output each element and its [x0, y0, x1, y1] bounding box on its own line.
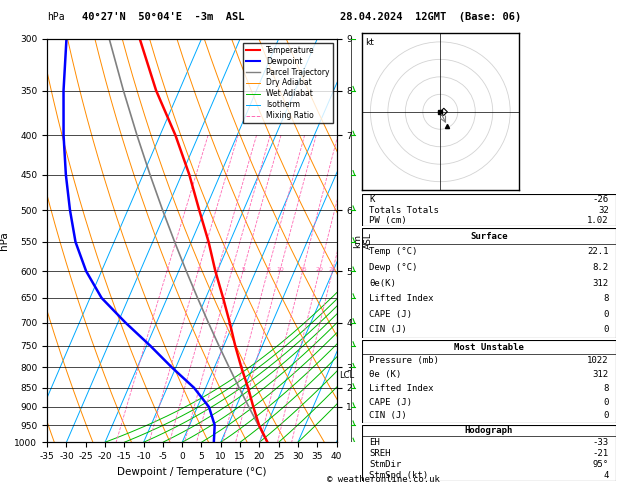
Text: 28.04.2024  12GMT  (Base: 06): 28.04.2024 12GMT (Base: 06) — [340, 12, 521, 22]
Text: 4: 4 — [603, 471, 609, 480]
Text: 2: 2 — [197, 267, 201, 272]
Text: Temp (°C): Temp (°C) — [369, 247, 418, 256]
Text: Surface: Surface — [470, 232, 508, 241]
Text: kt: kt — [365, 38, 374, 48]
Text: K: K — [369, 195, 375, 204]
Text: 0: 0 — [603, 398, 609, 407]
Text: 4: 4 — [230, 267, 234, 272]
Text: CIN (J): CIN (J) — [369, 326, 407, 334]
Legend: Temperature, Dewpoint, Parcel Trajectory, Dry Adiabat, Wet Adiabat, Isotherm, Mi: Temperature, Dewpoint, Parcel Trajectory… — [243, 43, 333, 123]
Text: 1.02: 1.02 — [587, 216, 609, 225]
Text: Dewp (°C): Dewp (°C) — [369, 263, 418, 272]
Text: 95°: 95° — [593, 460, 609, 469]
Text: 1022: 1022 — [587, 356, 609, 365]
Text: 8: 8 — [266, 267, 270, 272]
Text: © weatheronline.co.uk: © weatheronline.co.uk — [327, 474, 440, 484]
Text: 8: 8 — [603, 384, 609, 393]
Text: Totals Totals: Totals Totals — [369, 206, 439, 215]
Text: 0: 0 — [603, 326, 609, 334]
Text: 20: 20 — [316, 267, 323, 272]
Text: Lifted Index: Lifted Index — [369, 384, 434, 393]
Text: CAPE (J): CAPE (J) — [369, 310, 413, 319]
Text: -33: -33 — [593, 437, 609, 447]
Text: -26: -26 — [593, 195, 609, 204]
Text: hPa: hPa — [47, 12, 65, 22]
Text: PW (cm): PW (cm) — [369, 216, 407, 225]
Text: 32: 32 — [598, 206, 609, 215]
Text: Hodograph: Hodograph — [465, 426, 513, 435]
Text: StmSpd (kt): StmSpd (kt) — [369, 471, 428, 480]
Text: SREH: SREH — [369, 449, 391, 458]
Y-axis label: km
ASL: km ASL — [353, 232, 373, 249]
Text: 312: 312 — [593, 278, 609, 288]
Text: θe(K): θe(K) — [369, 278, 396, 288]
Text: Pressure (mb): Pressure (mb) — [369, 356, 439, 365]
Text: CAPE (J): CAPE (J) — [369, 398, 413, 407]
Text: 3: 3 — [216, 267, 220, 272]
Text: θe (K): θe (K) — [369, 370, 401, 379]
Text: 0: 0 — [603, 412, 609, 420]
Text: Lifted Index: Lifted Index — [369, 294, 434, 303]
Text: 0: 0 — [603, 310, 609, 319]
Text: 40°27'N  50°04'E  -3m  ASL: 40°27'N 50°04'E -3m ASL — [82, 12, 244, 22]
Text: LCL: LCL — [340, 371, 355, 380]
Text: StmDir: StmDir — [369, 460, 401, 469]
Text: 5: 5 — [242, 267, 245, 272]
Text: Most Unstable: Most Unstable — [454, 343, 524, 351]
Y-axis label: hPa: hPa — [0, 231, 9, 250]
Text: 1: 1 — [165, 267, 169, 272]
Text: 312: 312 — [593, 370, 609, 379]
Text: 10: 10 — [276, 267, 284, 272]
Text: 8.2: 8.2 — [593, 263, 609, 272]
Text: 8: 8 — [603, 294, 609, 303]
Text: -21: -21 — [593, 449, 609, 458]
Text: EH: EH — [369, 437, 380, 447]
Text: CIN (J): CIN (J) — [369, 412, 407, 420]
X-axis label: Dewpoint / Temperature (°C): Dewpoint / Temperature (°C) — [117, 467, 267, 477]
Text: 25: 25 — [329, 267, 337, 272]
Text: 22.1: 22.1 — [587, 247, 609, 256]
Text: 15: 15 — [299, 267, 307, 272]
